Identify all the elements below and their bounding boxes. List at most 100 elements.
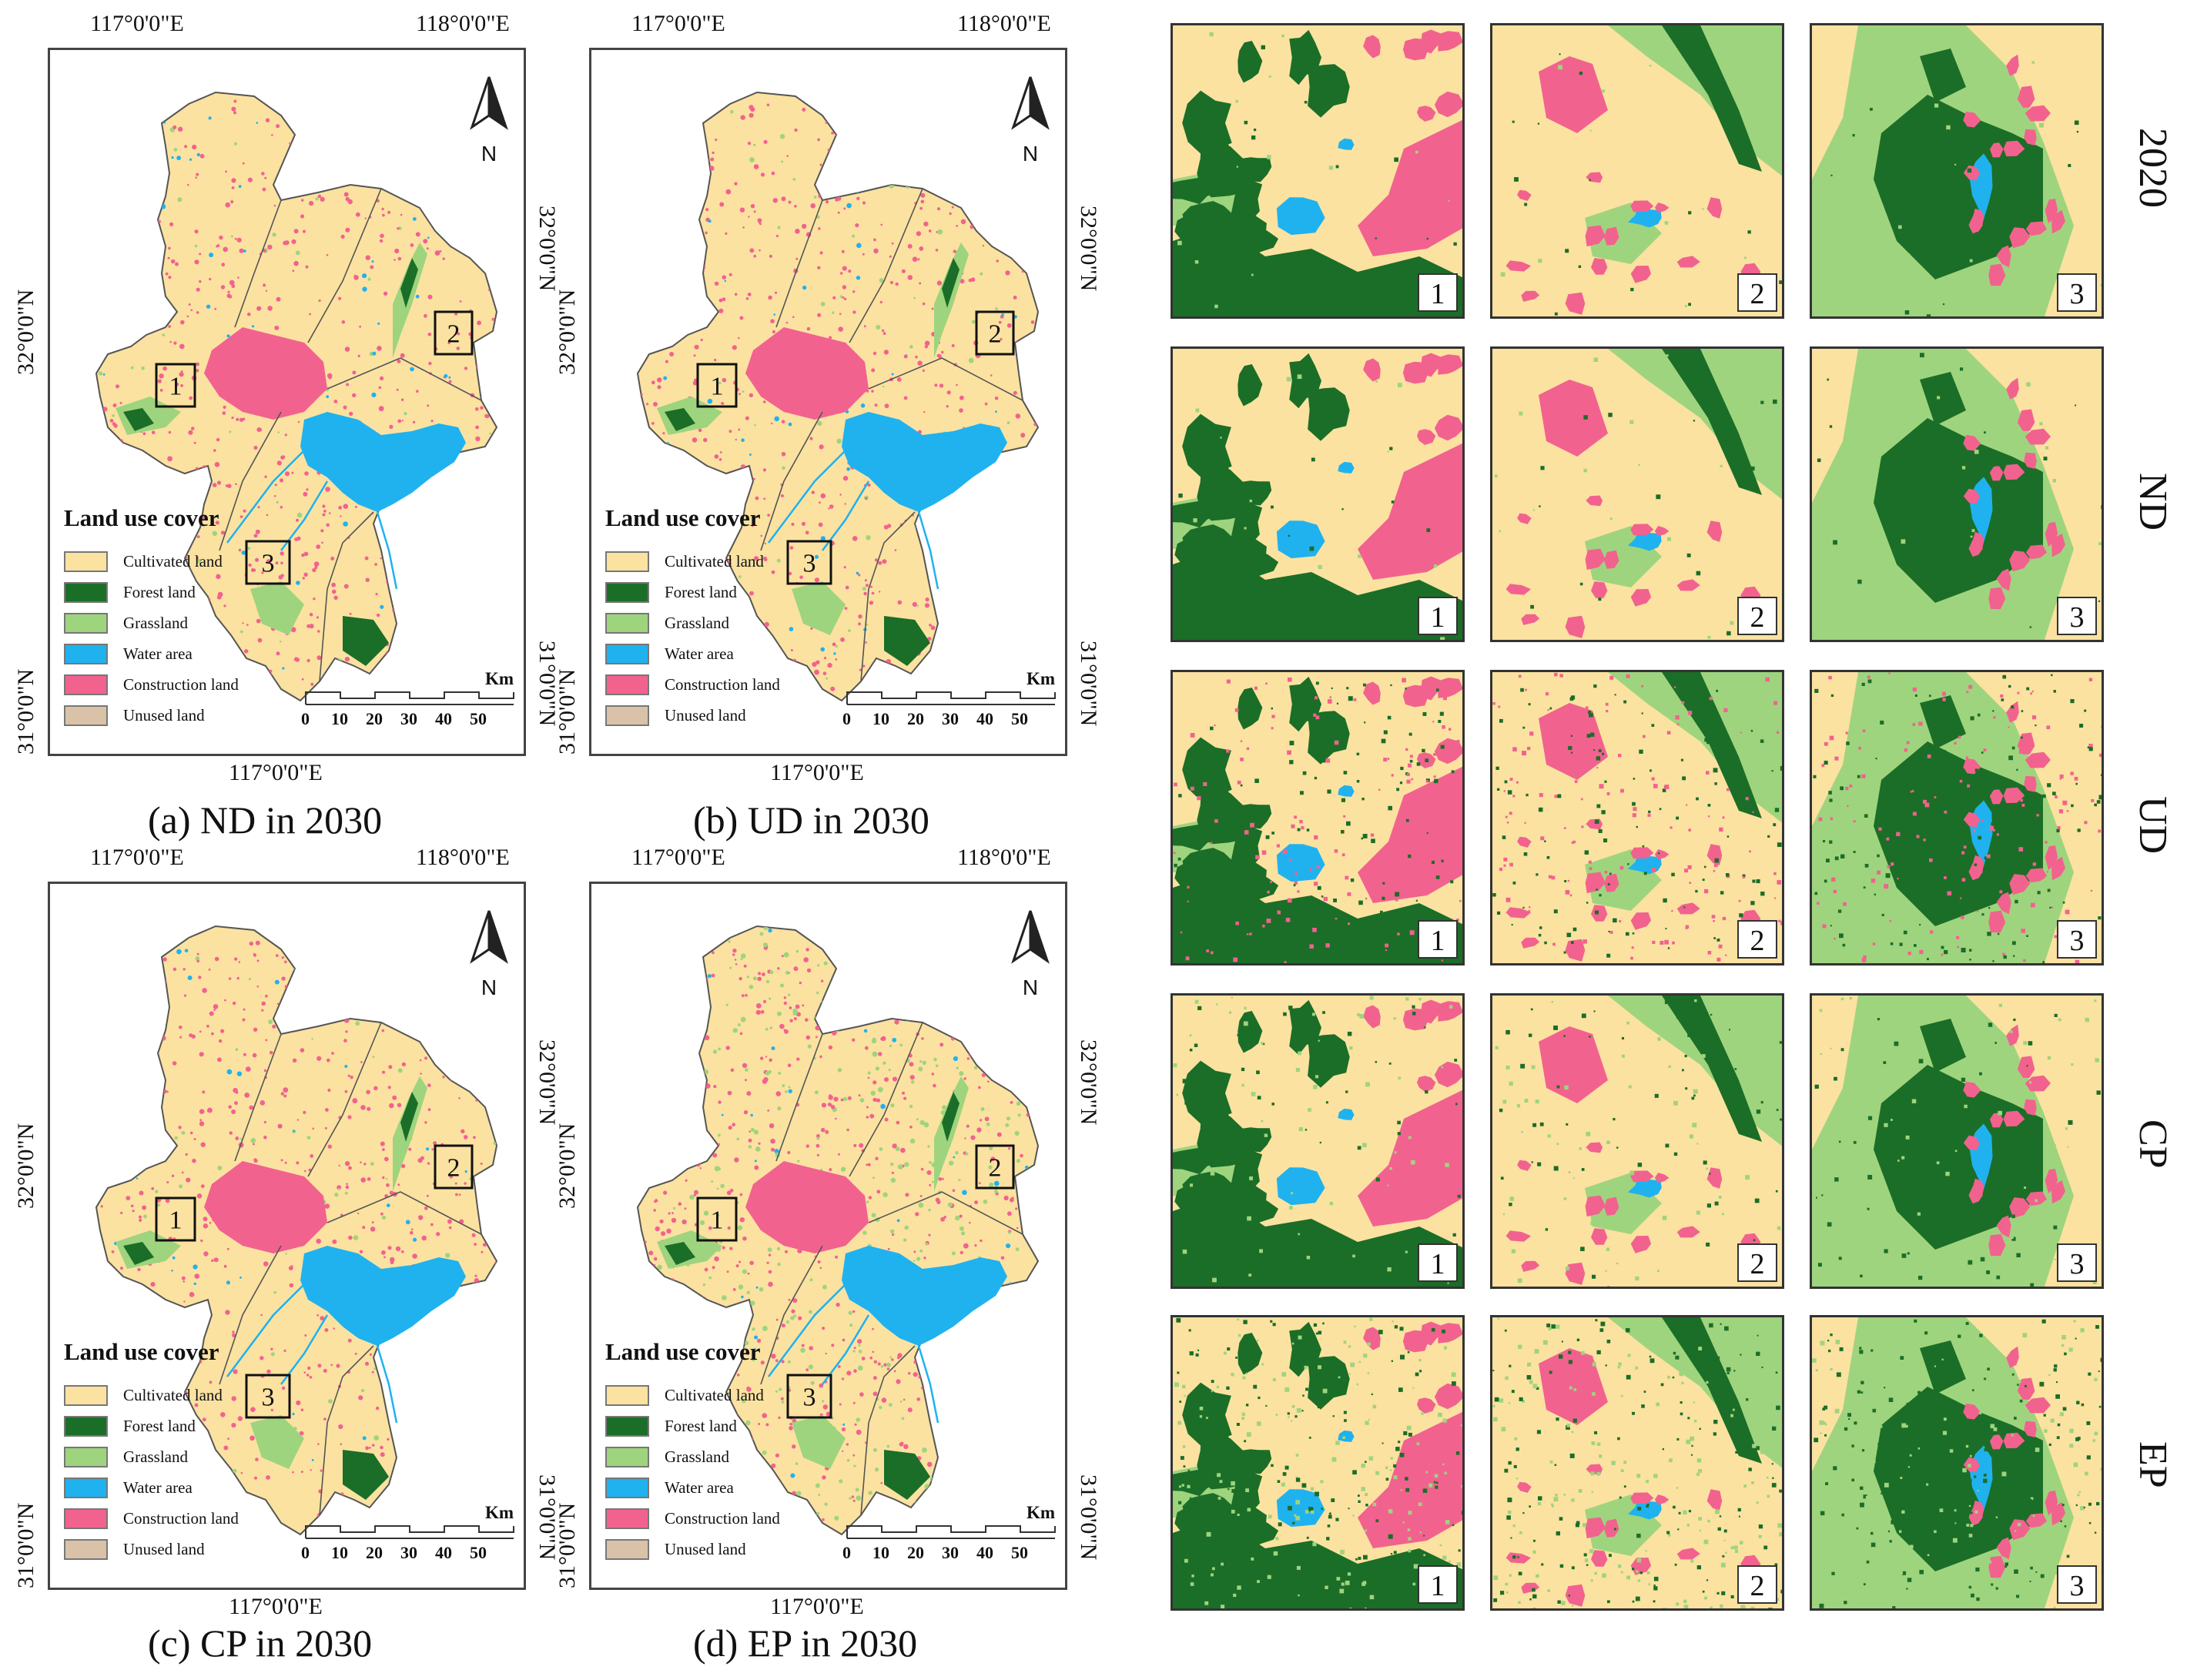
land-pixel [896,1120,900,1125]
legend-item: Forest land [605,1411,780,1441]
land-pixel [1010,1197,1014,1203]
land-pixel [955,1151,959,1155]
zoom-box-label: 3 [803,1384,816,1412]
land-pixel [980,272,983,276]
land-pixel [343,945,348,951]
land-pixel [829,1168,832,1172]
land-pixel [1570,735,1573,737]
land-pixel [265,92,269,95]
land-pixel [144,935,149,941]
zoom-panel-2020-1: 1 [1171,23,1465,319]
land-pixel [171,156,174,159]
land-pixel [973,1066,978,1070]
land-pixel [283,240,288,246]
land-pixel [1852,134,1855,137]
land-pixel [960,992,966,998]
land-pixel [1213,564,1217,567]
land-pixel [947,1354,952,1358]
land-pixel [1341,853,1345,857]
land-pixel [988,650,992,654]
land-pixel [755,496,759,500]
land-pixel [812,661,817,667]
land-pixel [868,1196,872,1200]
land-pixel [193,1282,196,1286]
land-pixel [652,112,657,116]
land-pixel [428,1001,434,1007]
land-pixel [802,108,806,112]
land-pixel [1696,797,1699,801]
land-pixel [1244,527,1247,530]
land-pixel [1387,450,1389,453]
land-pixel [482,1325,487,1330]
land-pixel [1010,1037,1013,1041]
land-pixel [344,1089,348,1093]
land-pixel [137,926,141,928]
land-pixel [828,1095,833,1100]
land-pixel [249,941,253,946]
land-pixel [745,1068,749,1072]
land-pixel [722,377,727,383]
land-pixel [159,389,163,392]
longitude-label-top-right: 118°0'0"E [416,11,510,36]
land-pixel [405,1220,410,1225]
land-pixel [920,199,925,204]
land-pixel [478,239,484,245]
land-pixel [1714,782,1717,785]
land-pixel [695,1308,701,1314]
land-pixel [454,1393,458,1397]
land-pixel [1388,805,1392,811]
land-pixel [1214,725,1216,727]
land-pixel [745,994,748,997]
land-pixel [155,1089,159,1093]
land-pixel [652,955,655,959]
land-pixel [442,1037,447,1042]
land-pixel [990,630,994,635]
land-pixel [471,1233,476,1237]
land-pixel [483,1295,486,1299]
land-pixel [344,1161,350,1166]
land-pixel [694,344,699,350]
land-pixel [499,568,504,573]
construction-patch [1358,443,1462,580]
land-pixel [897,166,901,169]
construction-patch [1706,197,1723,219]
land-pixel [234,1101,238,1106]
land-pixel [967,1511,970,1514]
land-pixel [147,142,152,147]
land-pixel [897,600,903,605]
land-pixel [355,1021,360,1026]
land-pixel [360,1177,367,1183]
land-pixel [301,553,305,557]
north-arrow-icon [470,910,508,964]
land-pixel [975,617,980,621]
land-pixel [326,395,330,399]
land-pixel [899,1043,903,1047]
land-pixel [447,174,454,179]
land-pixel [450,591,456,596]
land-pixel [721,402,725,405]
land-pixel [907,922,911,926]
land-pixel [1025,215,1029,219]
land-pixel [250,1407,256,1412]
land-pixel [696,1150,701,1154]
land-pixel [849,1324,853,1327]
land-pixel [938,159,943,163]
land-pixel [916,1397,920,1401]
land-pixel [828,1045,833,1050]
land-pixel [224,999,226,1002]
land-pixel [857,1365,863,1371]
forest-strip [400,258,418,308]
land-pixel [909,168,911,171]
legend-swatch [64,1384,108,1406]
land-pixel [1030,1461,1036,1466]
land-pixel [856,1417,861,1422]
land-pixel [428,1347,433,1352]
land-pixel [1267,890,1270,894]
land-pixel [869,1113,875,1119]
land-pixel [1395,898,1398,902]
scale-tick-label: 40 [435,709,452,728]
land-pixel [858,1350,862,1354]
land-pixel [874,1467,879,1472]
land-pixel [697,224,701,228]
legend-label: Unused land [123,705,205,725]
